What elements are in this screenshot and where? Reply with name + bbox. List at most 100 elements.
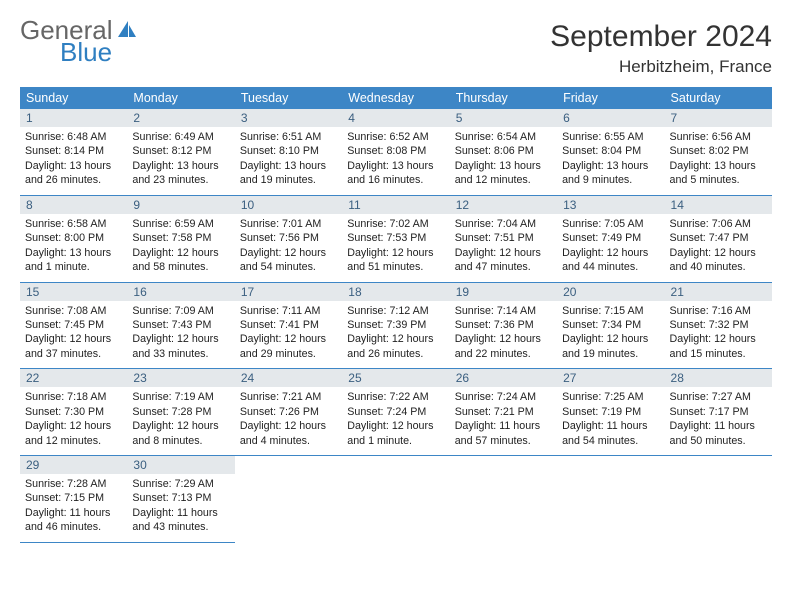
- day-number: 5: [450, 109, 557, 127]
- daylight-line: Daylight: 13 hours and 26 minutes.: [25, 159, 122, 188]
- calendar-empty-cell: [235, 456, 342, 543]
- day-details: Sunrise: 7:28 AMSunset: 7:15 PMDaylight:…: [20, 474, 127, 542]
- calendar-day-cell: 28Sunrise: 7:27 AMSunset: 7:17 PMDayligh…: [665, 369, 772, 456]
- day-details: Sunrise: 7:04 AMSunset: 7:51 PMDaylight:…: [450, 214, 557, 282]
- day-number: 11: [342, 196, 449, 214]
- day-number: 1: [20, 109, 127, 127]
- calendar-day-cell: 29Sunrise: 7:28 AMSunset: 7:15 PMDayligh…: [20, 456, 127, 543]
- calendar-week-row: 29Sunrise: 7:28 AMSunset: 7:15 PMDayligh…: [20, 456, 772, 543]
- sunrise-line: Sunrise: 6:58 AM: [25, 217, 122, 231]
- dow-header: Monday: [127, 87, 234, 109]
- calendar-day-cell: 5Sunrise: 6:54 AMSunset: 8:06 PMDaylight…: [450, 109, 557, 195]
- calendar-day-cell: 12Sunrise: 7:04 AMSunset: 7:51 PMDayligh…: [450, 195, 557, 282]
- day-details: Sunrise: 6:58 AMSunset: 8:00 PMDaylight:…: [20, 214, 127, 282]
- day-details: Sunrise: 7:05 AMSunset: 7:49 PMDaylight:…: [557, 214, 664, 282]
- day-number: 2: [127, 109, 234, 127]
- daylight-line: Daylight: 12 hours and 40 minutes.: [670, 246, 767, 275]
- daylight-line: Daylight: 11 hours and 57 minutes.: [455, 419, 552, 448]
- day-details: Sunrise: 7:22 AMSunset: 7:24 PMDaylight:…: [342, 387, 449, 455]
- day-number: 13: [557, 196, 664, 214]
- logo-word2: Blue: [60, 37, 112, 67]
- day-number: 25: [342, 369, 449, 387]
- day-number: 8: [20, 196, 127, 214]
- sunset-line: Sunset: 8:06 PM: [455, 144, 552, 158]
- daylight-line: Daylight: 11 hours and 50 minutes.: [670, 419, 767, 448]
- sunset-line: Sunset: 7:15 PM: [25, 491, 122, 505]
- sunrise-line: Sunrise: 7:06 AM: [670, 217, 767, 231]
- day-details: Sunrise: 7:02 AMSunset: 7:53 PMDaylight:…: [342, 214, 449, 282]
- calendar-day-cell: 6Sunrise: 6:55 AMSunset: 8:04 PMDaylight…: [557, 109, 664, 195]
- calendar-day-cell: 17Sunrise: 7:11 AMSunset: 7:41 PMDayligh…: [235, 282, 342, 369]
- calendar-day-cell: 9Sunrise: 6:59 AMSunset: 7:58 PMDaylight…: [127, 195, 234, 282]
- sunrise-line: Sunrise: 6:51 AM: [240, 130, 337, 144]
- daylight-line: Daylight: 12 hours and 4 minutes.: [240, 419, 337, 448]
- dow-header: Friday: [557, 87, 664, 109]
- calendar-day-cell: 7Sunrise: 6:56 AMSunset: 8:02 PMDaylight…: [665, 109, 772, 195]
- calendar-day-cell: 18Sunrise: 7:12 AMSunset: 7:39 PMDayligh…: [342, 282, 449, 369]
- calendar-day-cell: 25Sunrise: 7:22 AMSunset: 7:24 PMDayligh…: [342, 369, 449, 456]
- daylight-line: Daylight: 11 hours and 43 minutes.: [132, 506, 229, 535]
- calendar-day-cell: 16Sunrise: 7:09 AMSunset: 7:43 PMDayligh…: [127, 282, 234, 369]
- daylight-line: Daylight: 13 hours and 5 minutes.: [670, 159, 767, 188]
- day-number: 14: [665, 196, 772, 214]
- day-number: 18: [342, 283, 449, 301]
- day-details: Sunrise: 7:19 AMSunset: 7:28 PMDaylight:…: [127, 387, 234, 455]
- calendar-table: Sunday Monday Tuesday Wednesday Thursday…: [20, 87, 772, 543]
- calendar-day-cell: 27Sunrise: 7:25 AMSunset: 7:19 PMDayligh…: [557, 369, 664, 456]
- daylight-line: Daylight: 12 hours and 51 minutes.: [347, 246, 444, 275]
- sunrise-line: Sunrise: 7:11 AM: [240, 304, 337, 318]
- header: General Blue September 2024 Herbitzheim,…: [20, 17, 772, 77]
- sunset-line: Sunset: 7:26 PM: [240, 405, 337, 419]
- logo: General Blue: [20, 17, 138, 69]
- calendar-day-cell: 22Sunrise: 7:18 AMSunset: 7:30 PMDayligh…: [20, 369, 127, 456]
- calendar-day-cell: 14Sunrise: 7:06 AMSunset: 7:47 PMDayligh…: [665, 195, 772, 282]
- daylight-line: Daylight: 12 hours and 15 minutes.: [670, 332, 767, 361]
- day-details: Sunrise: 6:51 AMSunset: 8:10 PMDaylight:…: [235, 127, 342, 195]
- sunrise-line: Sunrise: 7:25 AM: [562, 390, 659, 404]
- daylight-line: Daylight: 13 hours and 23 minutes.: [132, 159, 229, 188]
- daylight-line: Daylight: 12 hours and 8 minutes.: [132, 419, 229, 448]
- day-number: 21: [665, 283, 772, 301]
- daylight-line: Daylight: 12 hours and 1 minute.: [347, 419, 444, 448]
- day-number: 6: [557, 109, 664, 127]
- sunset-line: Sunset: 8:10 PM: [240, 144, 337, 158]
- calendar-week-row: 8Sunrise: 6:58 AMSunset: 8:00 PMDaylight…: [20, 195, 772, 282]
- sunrise-line: Sunrise: 7:12 AM: [347, 304, 444, 318]
- day-number: 26: [450, 369, 557, 387]
- day-number: 16: [127, 283, 234, 301]
- sunrise-line: Sunrise: 7:04 AM: [455, 217, 552, 231]
- calendar-day-cell: 23Sunrise: 7:19 AMSunset: 7:28 PMDayligh…: [127, 369, 234, 456]
- day-details: Sunrise: 7:27 AMSunset: 7:17 PMDaylight:…: [665, 387, 772, 455]
- calendar-week-row: 1Sunrise: 6:48 AMSunset: 8:14 PMDaylight…: [20, 109, 772, 195]
- sunset-line: Sunset: 7:30 PM: [25, 405, 122, 419]
- calendar-day-cell: 26Sunrise: 7:24 AMSunset: 7:21 PMDayligh…: [450, 369, 557, 456]
- day-details: Sunrise: 7:24 AMSunset: 7:21 PMDaylight:…: [450, 387, 557, 455]
- day-number: 20: [557, 283, 664, 301]
- day-number: 7: [665, 109, 772, 127]
- day-details: Sunrise: 7:06 AMSunset: 7:47 PMDaylight:…: [665, 214, 772, 282]
- sunset-line: Sunset: 7:36 PM: [455, 318, 552, 332]
- sunset-line: Sunset: 7:58 PM: [132, 231, 229, 245]
- sunrise-line: Sunrise: 6:56 AM: [670, 130, 767, 144]
- daylight-line: Daylight: 12 hours and 12 minutes.: [25, 419, 122, 448]
- day-number: 29: [20, 456, 127, 474]
- calendar-day-cell: 24Sunrise: 7:21 AMSunset: 7:26 PMDayligh…: [235, 369, 342, 456]
- sunrise-line: Sunrise: 6:52 AM: [347, 130, 444, 144]
- day-details: Sunrise: 6:52 AMSunset: 8:08 PMDaylight:…: [342, 127, 449, 195]
- day-number: 22: [20, 369, 127, 387]
- sunset-line: Sunset: 7:51 PM: [455, 231, 552, 245]
- daylight-line: Daylight: 13 hours and 1 minute.: [25, 246, 122, 275]
- calendar-day-cell: 4Sunrise: 6:52 AMSunset: 8:08 PMDaylight…: [342, 109, 449, 195]
- sunset-line: Sunset: 7:47 PM: [670, 231, 767, 245]
- sunrise-line: Sunrise: 7:08 AM: [25, 304, 122, 318]
- dow-header: Saturday: [665, 87, 772, 109]
- location-label: Herbitzheim, France: [550, 57, 772, 77]
- sunrise-line: Sunrise: 7:01 AM: [240, 217, 337, 231]
- day-details: Sunrise: 6:48 AMSunset: 8:14 PMDaylight:…: [20, 127, 127, 195]
- sunrise-line: Sunrise: 7:27 AM: [670, 390, 767, 404]
- day-details: Sunrise: 7:18 AMSunset: 7:30 PMDaylight:…: [20, 387, 127, 455]
- daylight-line: Daylight: 12 hours and 47 minutes.: [455, 246, 552, 275]
- calendar-day-cell: 15Sunrise: 7:08 AMSunset: 7:45 PMDayligh…: [20, 282, 127, 369]
- day-details: Sunrise: 6:55 AMSunset: 8:04 PMDaylight:…: [557, 127, 664, 195]
- sunset-line: Sunset: 8:00 PM: [25, 231, 122, 245]
